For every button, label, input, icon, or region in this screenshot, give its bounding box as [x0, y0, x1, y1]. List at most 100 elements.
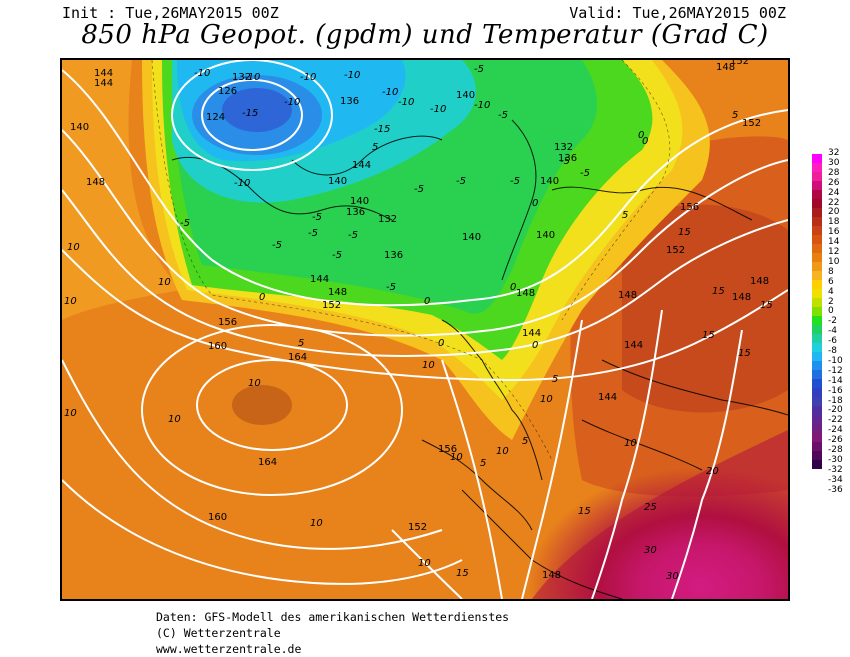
temp-label: 0: [424, 296, 430, 307]
geo-label: 144: [310, 274, 329, 285]
geo-label: 132: [232, 72, 251, 83]
temp-label: 15: [578, 506, 591, 517]
legend-swatch: [812, 451, 822, 460]
geo-label: 148: [86, 177, 105, 188]
legend-label: 6: [828, 276, 834, 287]
geopotential-lines: [62, 60, 788, 599]
legend-swatch: [812, 217, 822, 226]
legend-label: 30: [828, 157, 840, 168]
geopotential-labels: 144 144 132 126 124 136 140 132 136 140 …: [70, 60, 769, 581]
legend-swatch: [812, 316, 822, 325]
legend-swatch: [812, 334, 822, 343]
legend-label: -22: [828, 415, 843, 426]
legend-label: -32: [828, 464, 843, 475]
valid-time: Valid: Tue,26MAY2015 00Z: [569, 4, 786, 22]
legend-swatch: [812, 280, 822, 289]
geo-label: 152: [666, 245, 685, 256]
legend-label: -14: [828, 375, 843, 386]
temp-label: 0: [532, 340, 538, 351]
legend-label: 32: [828, 148, 840, 158]
temp-label: 10: [168, 414, 181, 425]
geo-label: 136: [384, 250, 403, 261]
legend-swatch: [812, 370, 822, 379]
legend-label: -20: [828, 405, 843, 416]
legend-label: 16: [828, 227, 840, 238]
temp-label: 0: [638, 130, 644, 141]
geo-label: 140: [70, 122, 89, 133]
temp-label: -10: [382, 87, 398, 98]
temp-label: -10: [300, 72, 316, 83]
temp-label: 30: [666, 571, 679, 582]
geo-label: 152: [730, 60, 749, 67]
footer-url: www.wetterzentrale.de: [156, 642, 302, 656]
legend-swatch: [812, 433, 822, 442]
geo-label: 124: [206, 112, 225, 123]
temp-label: 10: [540, 394, 553, 405]
temp-label: 15: [712, 286, 725, 297]
temp-label: -10: [430, 104, 446, 115]
legend-label: 28: [828, 167, 840, 178]
geo-label: 160: [208, 512, 227, 523]
legend-swatch: [812, 379, 822, 388]
legend-swatch: [812, 343, 822, 352]
temp-label: 0: [642, 136, 648, 147]
temp-label: 10: [64, 408, 77, 419]
legend-label: 0: [828, 306, 834, 317]
temp-label: -5: [560, 156, 570, 167]
geo-label: 144: [94, 68, 113, 79]
geo-label: 144: [598, 392, 617, 403]
legend-label: -30: [828, 454, 843, 465]
geo-label: 132: [378, 214, 397, 225]
temp-label: -5: [348, 230, 358, 241]
legend-swatch: [812, 226, 822, 235]
geo-label: 156: [218, 317, 237, 328]
legend-label: -8: [828, 346, 837, 356]
geo-label: 136: [346, 207, 365, 218]
geo-label: 140: [350, 196, 369, 207]
temp-label: 10: [248, 378, 261, 389]
footer-copyright: (C) Wetterzentrale: [156, 626, 281, 640]
temperature-labels: -10 -10 -10 -10 -15 -10 -10 -10 -15 -10 …: [64, 64, 773, 582]
temp-label: 20: [706, 466, 719, 477]
temperature-legend: 32 30 28 26 24 22 20 18 16 14 12 10 8 6 4 2 0 -2 -4 -6 -8 -10…: [808, 146, 848, 516]
legend-swatch: [812, 307, 822, 316]
chart-title: 850 hPa Geopot. (gpdm) und Temperatur (G…: [81, 20, 769, 50]
weather-map: -10 -10 -10 -10 -15 -10 -10 -10 -15 -10 …: [60, 58, 790, 601]
legend-swatch: [812, 163, 822, 172]
temp-label: 15: [738, 348, 751, 359]
temp-label: 5: [480, 458, 486, 469]
temp-label: 10: [67, 242, 80, 253]
legend-swatch: [812, 352, 822, 361]
temp-label: 15: [678, 227, 691, 238]
legend-label: 22: [828, 197, 840, 208]
legend-swatch: [812, 298, 822, 307]
field-red: [532, 430, 788, 599]
temp-label: -5: [498, 110, 508, 121]
legend-swatch: [812, 289, 822, 298]
legend-label: -2: [828, 316, 837, 327]
legend-label: -4: [828, 326, 837, 337]
temp-label: -5: [510, 176, 520, 187]
temp-label: 5: [372, 142, 378, 153]
legend-label: 18: [828, 217, 840, 228]
temp-label: 10: [64, 296, 77, 307]
temp-label: 5: [732, 110, 738, 121]
geo-label: 148: [516, 288, 535, 299]
temp-label: -5: [580, 168, 590, 179]
legend-swatch: [812, 442, 822, 451]
temp-label: 10: [624, 438, 637, 449]
temp-label: -5: [308, 228, 318, 239]
temp-label: -5: [180, 218, 190, 229]
geo-label: 156: [680, 202, 699, 213]
footer-source: Daten: GFS-Modell des amerikanischen Wet…: [156, 610, 510, 624]
temp-label: -5: [386, 282, 396, 293]
temp-label: 5: [622, 210, 628, 221]
field-warm-cell: [232, 385, 292, 425]
temp-label: 0: [438, 338, 444, 349]
geo-label: 160: [208, 341, 227, 352]
geo-label: 152: [322, 300, 341, 311]
legend-colorbar: [812, 154, 822, 469]
field-west-light: [62, 60, 182, 320]
temp-label: 10: [450, 452, 463, 463]
geo-label: 148: [716, 62, 735, 73]
